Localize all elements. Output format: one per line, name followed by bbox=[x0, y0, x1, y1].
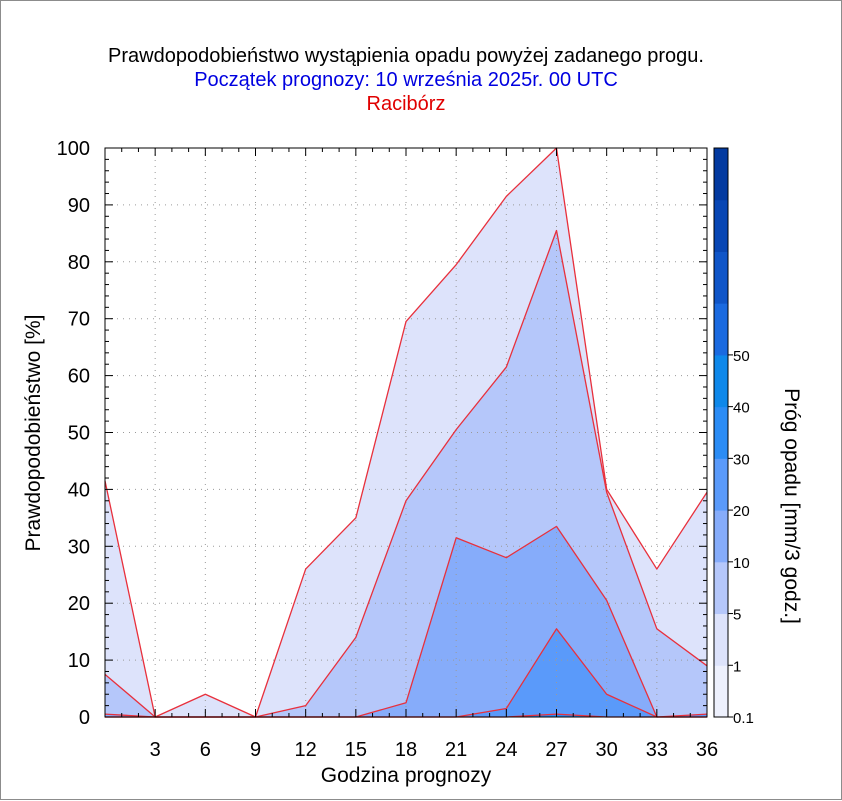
x-tick-label: 12 bbox=[295, 739, 317, 761]
y-tick-label: 40 bbox=[68, 479, 90, 501]
y-tick-label: 20 bbox=[68, 593, 90, 615]
y-tick-label: 10 bbox=[68, 650, 90, 672]
y-tick-label: 30 bbox=[68, 536, 90, 558]
colorbar-segment bbox=[714, 354, 728, 408]
chart-grid bbox=[105, 148, 707, 717]
y-tick-label: 0 bbox=[79, 707, 90, 729]
colorbar-tick-label: 10 bbox=[733, 555, 750, 572]
y-tick-label: 90 bbox=[68, 195, 90, 217]
y-tick-label: 50 bbox=[68, 423, 90, 445]
x-tick-label: 33 bbox=[646, 739, 668, 761]
x-tick-label: 27 bbox=[545, 739, 567, 761]
threshold-colorbar: 0.1 1 5 10 20 30 40 50 bbox=[713, 147, 754, 727]
x-tick-label: 3 bbox=[150, 739, 161, 761]
colorbar-tick-label: 0.1 bbox=[733, 710, 754, 727]
colorbar-segment bbox=[714, 148, 728, 201]
colorbar-segment bbox=[714, 458, 728, 511]
y-tick-label: 60 bbox=[68, 366, 90, 388]
y-axis: 0 10 20 30 40 50 60 70 80 90 100 bbox=[57, 138, 707, 729]
colorbar-segment bbox=[714, 251, 728, 304]
colorbar-tick-label: 50 bbox=[733, 348, 750, 365]
colorbar-border bbox=[713, 147, 729, 718]
colorbar-segment bbox=[714, 199, 728, 252]
x-tick-label: 24 bbox=[495, 739, 517, 761]
x-axis-title: Godzina prognozy bbox=[321, 764, 492, 787]
y-tick-label: 80 bbox=[68, 252, 90, 274]
x-tick-label: 18 bbox=[395, 739, 417, 761]
colorbar-tick-label: 20 bbox=[733, 503, 750, 520]
x-axis: 3 6 9 12 15 18 21 24 27 30 33 36 bbox=[104, 148, 718, 761]
x-tick-label: 36 bbox=[696, 739, 718, 761]
colorbar-segment bbox=[714, 303, 728, 356]
y-tick-label: 100 bbox=[57, 138, 90, 160]
location-label: Racibórz bbox=[367, 93, 446, 115]
colorbar-segment bbox=[714, 561, 728, 615]
x-tick-label: 15 bbox=[345, 739, 367, 761]
y-axis-title: Prawdopodobieństwo [%] bbox=[22, 315, 45, 552]
colorbar-segment bbox=[714, 406, 728, 459]
y-tick-label: 70 bbox=[68, 309, 90, 331]
colorbar-segment bbox=[714, 510, 728, 563]
x-tick-label: 30 bbox=[596, 739, 618, 761]
colorbar-title: Próg opadu [mm/3 godz.] bbox=[780, 388, 803, 624]
colorbar-tick-label: 1 bbox=[733, 658, 741, 675]
colorbar-segment bbox=[714, 665, 728, 718]
chart-title: Prawdopodobieństwo wystąpienia opadu pow… bbox=[108, 45, 704, 67]
x-tick-label: 6 bbox=[200, 739, 211, 761]
colorbar-tick-label: 5 bbox=[733, 607, 741, 624]
colorbar-segment bbox=[714, 613, 728, 666]
x-tick-label: 21 bbox=[445, 739, 467, 761]
colorbar-tick-label: 30 bbox=[733, 451, 750, 468]
x-tick-label: 9 bbox=[250, 739, 261, 761]
forecast-start-subtitle: Początek prognozy: 10 września 2025r. 00… bbox=[194, 69, 618, 91]
colorbar-tick-label: 40 bbox=[733, 400, 750, 417]
